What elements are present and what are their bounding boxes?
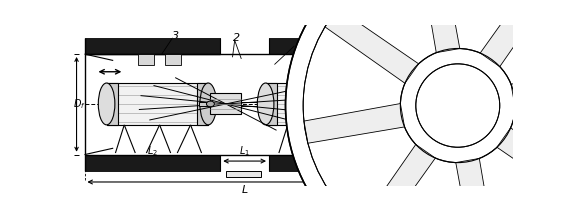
Ellipse shape bbox=[206, 101, 214, 107]
Bar bbox=[107, 83, 117, 125]
Bar bbox=[354, 83, 365, 125]
Text: 2: 2 bbox=[233, 33, 241, 43]
Bar bbox=[84, 54, 405, 155]
Polygon shape bbox=[360, 144, 435, 209]
Ellipse shape bbox=[257, 83, 274, 125]
Polygon shape bbox=[420, 0, 460, 53]
Bar bbox=[333, 54, 349, 65]
Bar bbox=[139, 54, 154, 65]
Bar bbox=[107, 83, 208, 125]
Text: $L_2$: $L_2$ bbox=[331, 144, 343, 158]
Text: 1: 1 bbox=[293, 39, 300, 48]
Ellipse shape bbox=[400, 48, 515, 163]
Bar bbox=[84, 155, 221, 171]
Ellipse shape bbox=[286, 0, 570, 209]
Text: $L_1$: $L_1$ bbox=[239, 144, 250, 158]
Polygon shape bbox=[480, 0, 556, 67]
Bar bbox=[200, 102, 210, 106]
Bar bbox=[226, 171, 261, 177]
Bar bbox=[269, 155, 405, 171]
Ellipse shape bbox=[357, 83, 373, 125]
Polygon shape bbox=[511, 68, 570, 108]
Ellipse shape bbox=[416, 64, 500, 147]
Bar bbox=[266, 83, 365, 125]
Bar bbox=[266, 83, 276, 125]
Bar bbox=[197, 83, 208, 125]
Bar bbox=[165, 54, 181, 65]
Ellipse shape bbox=[200, 83, 217, 125]
Text: $L_2$: $L_2$ bbox=[147, 144, 158, 158]
Polygon shape bbox=[497, 128, 570, 203]
Bar bbox=[306, 54, 322, 65]
Polygon shape bbox=[304, 103, 405, 143]
Polygon shape bbox=[325, 8, 418, 83]
Ellipse shape bbox=[98, 83, 115, 125]
Text: 3: 3 bbox=[172, 31, 178, 41]
Text: $L$: $L$ bbox=[241, 183, 249, 195]
Polygon shape bbox=[456, 158, 496, 209]
Bar bbox=[84, 38, 221, 54]
Bar bbox=[210, 93, 241, 114]
Text: $D_f$: $D_f$ bbox=[72, 97, 86, 111]
Bar bbox=[269, 38, 405, 54]
